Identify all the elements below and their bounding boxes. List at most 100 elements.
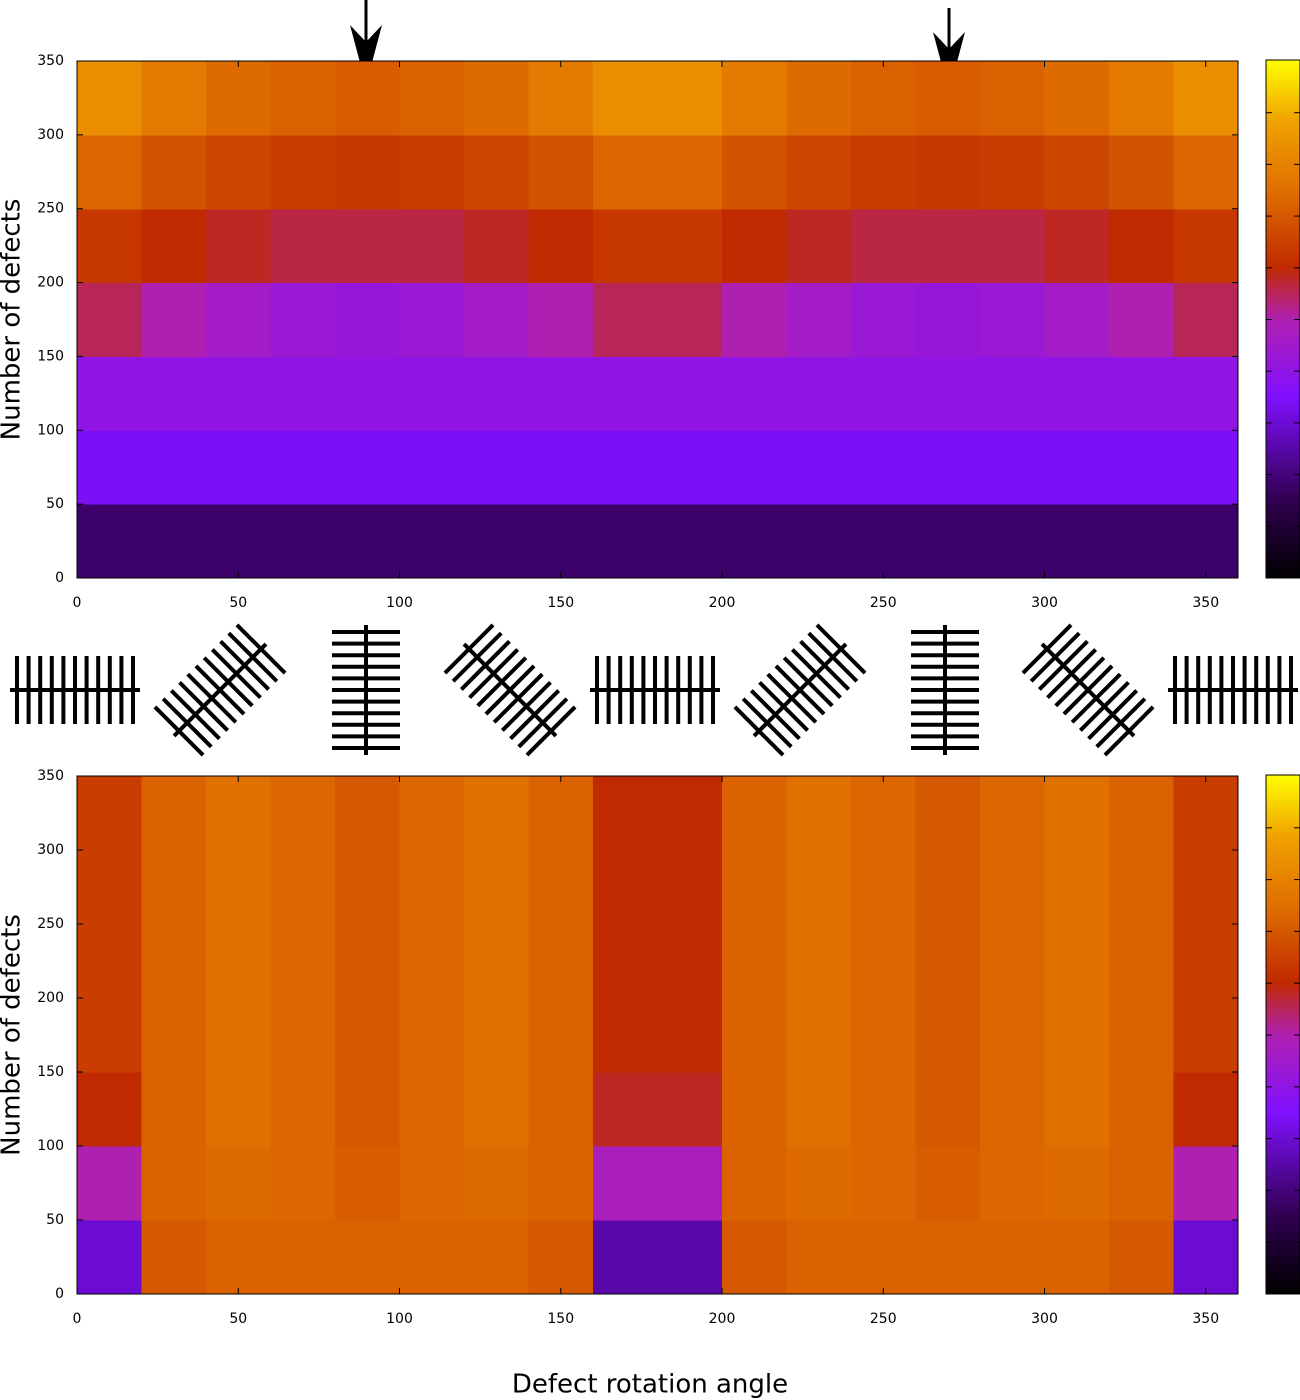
- glyph-tick: [1103, 705, 1155, 757]
- heatmap-cell: [593, 776, 659, 851]
- heatmap-cell: [206, 430, 272, 505]
- heatmap-cell: [528, 282, 594, 358]
- heatmap-cell: [851, 208, 917, 284]
- heatmap-cell: [141, 850, 207, 925]
- heatmap-cell: [722, 1220, 788, 1295]
- heatmap-cell: [1173, 134, 1239, 210]
- heatmap-cell: [851, 1146, 917, 1221]
- heatmap-cell: [335, 356, 401, 431]
- heatmap-cell: [399, 1072, 465, 1147]
- heatmap-cell: [657, 1146, 723, 1221]
- glyph-tick: [741, 697, 793, 749]
- y-tick-label: 150: [37, 348, 64, 364]
- heatmap-cell: [722, 61, 788, 136]
- heatmap-cell: [786, 1220, 852, 1295]
- heatmap-cell: [1109, 504, 1175, 579]
- heatmap-cell: [464, 1220, 530, 1295]
- glyph-tick: [202, 656, 254, 708]
- heatmap-cell: [593, 998, 659, 1073]
- x-tick-label: 50: [229, 1311, 247, 1327]
- heatmap-cell: [1109, 776, 1175, 851]
- heatmap-cell: [980, 998, 1046, 1073]
- heatmap-cell: [915, 1146, 981, 1221]
- heatmap-cell: [722, 924, 788, 999]
- glyph-tick: [774, 664, 826, 716]
- heatmap-cell: [915, 504, 981, 579]
- x-tick-label: 250: [870, 595, 897, 611]
- heatmap-cell: [851, 430, 917, 505]
- heatmap-cell: [722, 1072, 788, 1147]
- x-tick-label: 0: [73, 1311, 82, 1327]
- x-tick-label: 250: [870, 1311, 897, 1327]
- glyph-tick: [186, 672, 238, 724]
- y-tick-label: 0: [55, 570, 64, 586]
- heatmap-cell: [722, 134, 788, 210]
- heatmap-cell: [77, 134, 143, 210]
- heatmap-cell: [1173, 356, 1239, 431]
- heatmap-cell: [1173, 1072, 1239, 1147]
- x-tick-label: 300: [1031, 1311, 1058, 1327]
- heatmap-cell: [270, 61, 336, 136]
- heatmap-cell: [270, 924, 336, 999]
- y-tick-label: 150: [37, 1064, 64, 1080]
- heatmap-cell: [528, 1220, 594, 1295]
- heatmap-cell: [786, 504, 852, 579]
- heatmap-cell: [1044, 998, 1110, 1073]
- heatmap-cell: [141, 134, 207, 210]
- heatmap-cell: [915, 776, 981, 851]
- heatmap-cell: [1109, 1220, 1175, 1295]
- glyph-tick: [1078, 680, 1130, 732]
- heatmap-cell: [335, 504, 401, 579]
- heatmap-cell: [141, 504, 207, 579]
- heatmap-cell: [270, 134, 336, 210]
- glyph-tick: [790, 648, 842, 700]
- heatmap-cell: [1109, 61, 1175, 136]
- orientation-glyph: [10, 656, 140, 724]
- glyph-tick: [1062, 664, 1114, 716]
- heatmap-cell: [1044, 282, 1110, 358]
- y-axis-label: Number of defects: [0, 914, 27, 1156]
- glyph-tick: [1095, 697, 1147, 749]
- heatmap-cell: [528, 1146, 594, 1221]
- plot-border: [76, 60, 1239, 579]
- glyph-tick: [749, 689, 801, 741]
- heatmap-cell: [786, 1072, 852, 1147]
- heatmap-cell: [1173, 776, 1239, 851]
- heatmap-cell: [464, 998, 530, 1073]
- heatmap-cell: [1044, 430, 1110, 505]
- heatmap-cell: [206, 924, 272, 999]
- heatmap-cell: [270, 776, 336, 851]
- heatmap-cell: [786, 61, 852, 136]
- x-tick-label: 350: [1192, 1311, 1219, 1327]
- heatmap-cell: [593, 504, 659, 579]
- heatmap-cell: [915, 1220, 981, 1295]
- heatmap-cell: [1173, 1220, 1239, 1295]
- heatmap-cell: [657, 134, 723, 210]
- glyph-tick: [525, 705, 577, 757]
- orientation-glyph: [590, 656, 720, 724]
- heatmap-cell: [335, 1146, 401, 1221]
- heatmap-cell: [915, 850, 981, 925]
- heatmap-cell: [399, 430, 465, 505]
- heatmap-cell: [1173, 61, 1239, 136]
- heatmap-cell: [399, 850, 465, 925]
- heatmap-cell: [1109, 356, 1175, 431]
- heatmap-cell: [593, 61, 659, 136]
- heatmap-cell: [980, 1220, 1046, 1295]
- heatmap-cell: [141, 208, 207, 284]
- heatmap-cell: [980, 850, 1046, 925]
- heatmap-cell: [77, 1072, 143, 1147]
- heatmap-cell: [851, 134, 917, 210]
- heatmap-cell: [980, 1146, 1046, 1221]
- heatmap-cell: [141, 998, 207, 1073]
- heatmap-cell: [399, 776, 465, 851]
- glyph-tick: [153, 705, 205, 757]
- arrows: [350, 0, 965, 92]
- glyph-tick: [758, 680, 810, 732]
- heatmap-cell: [141, 282, 207, 358]
- heatmap-cell: [77, 282, 143, 358]
- heatmap-cell: [77, 1220, 143, 1295]
- glyph-tick: [161, 697, 213, 749]
- heatmap-cell: [206, 998, 272, 1073]
